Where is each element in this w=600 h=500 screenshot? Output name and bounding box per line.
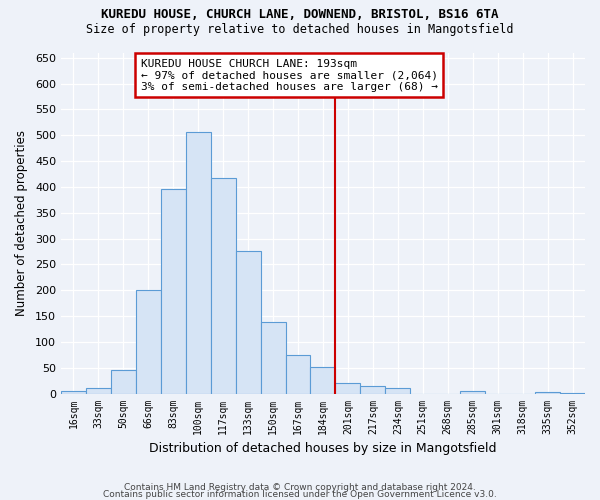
Y-axis label: Number of detached properties: Number of detached properties	[15, 130, 28, 316]
Text: KUREDU HOUSE CHURCH LANE: 193sqm
← 97% of detached houses are smaller (2,064)
3%: KUREDU HOUSE CHURCH LANE: 193sqm ← 97% o…	[141, 58, 438, 92]
Bar	[535, 392, 560, 394]
Bar	[310, 366, 335, 394]
Bar	[186, 132, 211, 394]
Bar	[211, 178, 236, 394]
Text: KUREDU HOUSE, CHURCH LANE, DOWNEND, BRISTOL, BS16 6TA: KUREDU HOUSE, CHURCH LANE, DOWNEND, BRIS…	[101, 8, 499, 20]
Text: Contains public sector information licensed under the Open Government Licence v3: Contains public sector information licen…	[103, 490, 497, 499]
Bar	[560, 392, 585, 394]
Bar	[86, 388, 111, 394]
Bar	[460, 391, 485, 394]
Bar	[385, 388, 410, 394]
Text: Contains HM Land Registry data © Crown copyright and database right 2024.: Contains HM Land Registry data © Crown c…	[124, 484, 476, 492]
Text: Size of property relative to detached houses in Mangotsfield: Size of property relative to detached ho…	[86, 22, 514, 36]
Bar	[361, 386, 385, 394]
Bar	[161, 190, 186, 394]
Bar	[260, 322, 286, 394]
Bar	[136, 290, 161, 394]
Bar	[61, 391, 86, 394]
Bar	[111, 370, 136, 394]
Bar	[236, 252, 260, 394]
Bar	[286, 355, 310, 394]
X-axis label: Distribution of detached houses by size in Mangotsfield: Distribution of detached houses by size …	[149, 442, 497, 455]
Bar	[335, 383, 361, 394]
